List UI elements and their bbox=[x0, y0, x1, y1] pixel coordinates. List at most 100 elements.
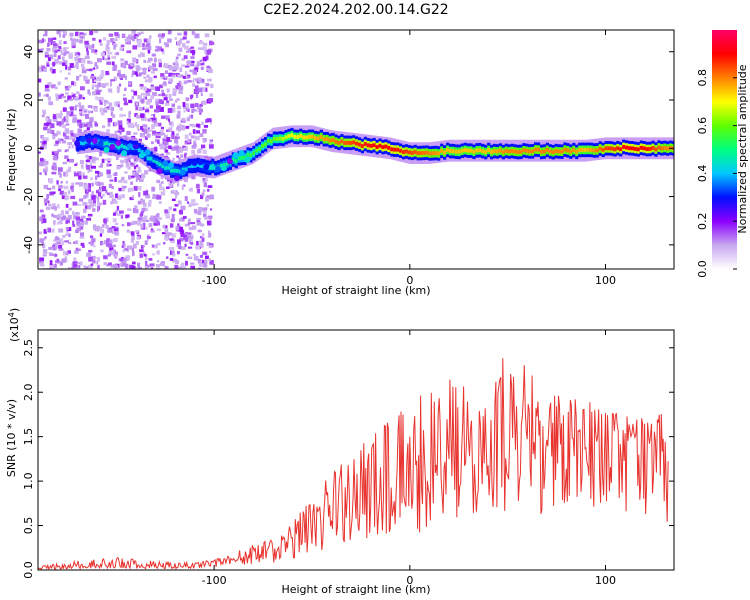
spectrogram-noise-cell bbox=[69, 63, 74, 68]
spectrogram-noise-cell bbox=[159, 106, 164, 112]
spectrogram-noise-cell bbox=[118, 257, 122, 262]
spectrogram-noise-cell bbox=[102, 55, 105, 61]
spectrogram-noise-cell bbox=[52, 203, 56, 208]
spectrogram-noise-cell bbox=[193, 256, 199, 261]
spectrogram-noise-cell bbox=[194, 85, 199, 91]
spectrogram-noise-cell bbox=[119, 47, 123, 51]
spectrogram-noise-cell bbox=[136, 176, 141, 180]
spectrogram-noise-cell bbox=[156, 228, 161, 231]
spectrogram-noise-cell bbox=[57, 149, 62, 152]
spectrogram-noise-cell bbox=[87, 60, 90, 64]
spectrogram-noise-cell bbox=[171, 66, 175, 70]
spectrogram-noise-cell bbox=[126, 50, 132, 54]
spectrogram-noise-cell bbox=[57, 55, 61, 60]
ridge-band-core bbox=[581, 147, 585, 152]
spectrogram-noise-cell bbox=[128, 81, 132, 86]
spectrogram-noise-cell bbox=[74, 52, 78, 57]
spectrogram-noise-cell bbox=[209, 220, 212, 226]
spectrogram-noise-cell bbox=[107, 54, 110, 58]
ridge-band-core bbox=[413, 150, 417, 155]
spectrogram-noise-cell bbox=[160, 181, 164, 184]
ridge-band-core bbox=[296, 135, 300, 139]
ridge-band-core bbox=[384, 144, 388, 149]
spectrogram-noise-cell bbox=[106, 106, 111, 110]
spectrogram-noise-cell bbox=[183, 31, 188, 36]
spectrogram-noise-cell bbox=[90, 75, 95, 79]
ridge-band-core bbox=[657, 145, 661, 150]
spectrogram-noise-cell bbox=[84, 205, 88, 210]
spectrogram-noise-cell bbox=[179, 229, 185, 235]
spectrogram-noise-cell bbox=[134, 267, 139, 269]
spectrogram-noise-cell bbox=[64, 51, 70, 54]
spectrogram-noise-cell bbox=[187, 246, 193, 249]
ridge-band-core bbox=[425, 150, 429, 155]
spectrogram-noise-cell bbox=[156, 250, 160, 255]
spectrogram-noise-cell bbox=[142, 222, 146, 228]
spectrogram-noise-cell bbox=[86, 68, 90, 71]
spectrogram-noise-cell bbox=[179, 38, 185, 41]
spectrogram-noise-cell bbox=[93, 161, 96, 164]
spectrogram-noise-cell bbox=[176, 85, 179, 90]
spectrogram-noise-cell bbox=[123, 257, 127, 261]
ridge-band-core bbox=[616, 146, 620, 151]
spectrogram-noise-cell bbox=[174, 63, 179, 69]
spectrogram-noise-cell bbox=[135, 74, 139, 77]
spectrogram-noise-cell bbox=[140, 51, 143, 57]
spectrogram-noise-cell bbox=[177, 106, 181, 110]
spectrogram-noise-cell bbox=[140, 210, 145, 214]
spectrogram-noise-cell bbox=[208, 258, 211, 262]
ridge-band-core bbox=[325, 137, 329, 142]
spectrogram-noise-cell bbox=[80, 58, 86, 64]
ridge-band-core bbox=[240, 155, 244, 160]
spectrogram-noise-cell bbox=[148, 258, 153, 261]
spectrogram-noise-cell bbox=[108, 183, 113, 189]
spectrogram-noise-cell bbox=[115, 222, 119, 225]
spectrogram-noise-cell bbox=[63, 185, 69, 190]
spectrogram-noise-cell bbox=[193, 140, 197, 145]
ridge-band-core bbox=[466, 148, 470, 153]
spectrogram-noise-cell bbox=[158, 201, 162, 204]
spectrogram-noise-cell bbox=[81, 164, 84, 169]
spectrogram-noise-cell bbox=[74, 172, 79, 177]
ridge-blob bbox=[126, 143, 133, 150]
spectrogram-noise-cell bbox=[131, 95, 135, 100]
spectrogram-noise-cell bbox=[58, 33, 62, 38]
spectrogram-noise-cell bbox=[199, 254, 204, 258]
spectrogram-noise-cell bbox=[127, 40, 131, 45]
ridge-band-core bbox=[510, 149, 514, 153]
spectrogram-noise-cell bbox=[138, 266, 142, 269]
spectrogram-noise-cell bbox=[50, 38, 54, 44]
spectrogram-noise-cell bbox=[196, 183, 200, 189]
spectrogram-noise-cell bbox=[87, 89, 91, 95]
spectrogram-noise-cell bbox=[121, 187, 126, 192]
spectrogram-noise-cell bbox=[143, 76, 147, 79]
spectrogram-noise-cell bbox=[91, 84, 97, 87]
spectrogram-noise-cell bbox=[194, 102, 199, 107]
ridge-band-core bbox=[519, 149, 523, 154]
ridge-band-core bbox=[114, 143, 118, 148]
spectrogram-noise-cell bbox=[79, 123, 83, 128]
spectrogram-noise-cell bbox=[198, 230, 202, 233]
spectrogram-noise-cell bbox=[112, 264, 118, 268]
spectrogram-noise-cell bbox=[39, 157, 44, 162]
spectrogram-noise-cell bbox=[38, 39, 44, 44]
spectrogram-noise-cell bbox=[68, 53, 73, 59]
spectrogram-noise-cell bbox=[77, 211, 81, 216]
ridge-blob bbox=[80, 136, 87, 143]
spectrogram-noise-cell bbox=[64, 119, 69, 123]
spectrogram-noise-cell bbox=[205, 197, 209, 202]
spectrogram-noise-cell bbox=[43, 137, 49, 142]
ridge-band-core bbox=[663, 145, 667, 150]
ridge-band-core bbox=[487, 148, 491, 152]
spectrogram-noise-cell bbox=[66, 110, 71, 116]
spectrogram-noise-cell bbox=[185, 125, 190, 129]
spectrogram-noise-cell bbox=[50, 67, 53, 72]
ridge-band-core bbox=[123, 145, 127, 150]
ridge-band-core bbox=[551, 150, 555, 155]
spectrogram-noise-cell bbox=[75, 229, 79, 234]
spectrogram-noise-cell bbox=[65, 220, 68, 224]
spectrogram-noise-cell bbox=[91, 255, 96, 260]
spectrogram-noise-cell bbox=[91, 182, 94, 187]
ridge-band-core bbox=[563, 147, 567, 152]
spectrogram-noise-cell bbox=[150, 117, 156, 121]
